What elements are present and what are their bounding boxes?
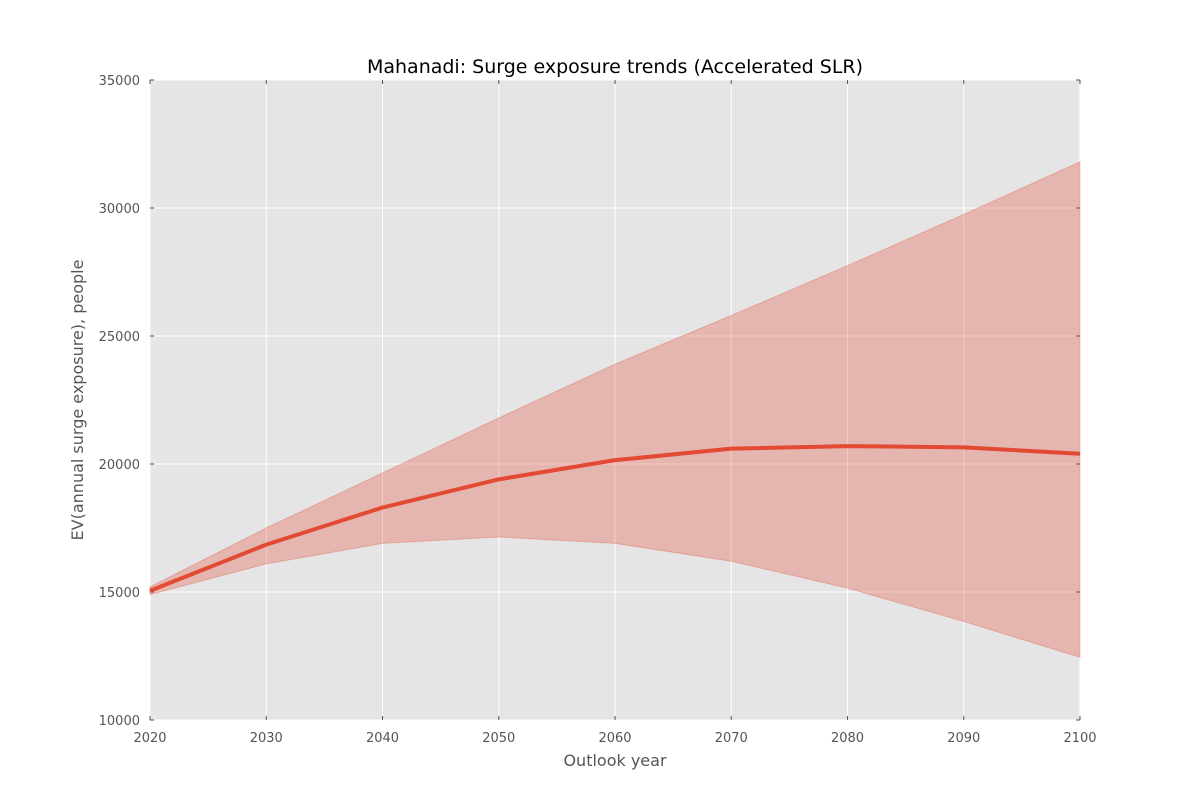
x-tick-label: 2050 <box>482 731 515 746</box>
y-tick-label: 25000 <box>99 330 140 345</box>
x-tick-label: 2100 <box>1063 731 1096 746</box>
x-tick-label: 2020 <box>133 731 166 746</box>
uncertainty-band <box>149 161 1081 658</box>
series-layer <box>149 161 1081 658</box>
x-tick-label: 2090 <box>947 731 980 746</box>
x-tick-label: 2040 <box>366 731 399 746</box>
x-tick-label: 2070 <box>715 731 748 746</box>
x-tick-label: 2080 <box>831 731 864 746</box>
y-tick-label: 30000 <box>99 202 140 217</box>
x-tick-label: 2060 <box>598 731 631 746</box>
y-tick-label: 10000 <box>99 714 140 729</box>
ticks: 2020 2030 2040 2050 2060 2070 2080 2090 2100 1000… <box>99 74 1097 746</box>
chart-title: Mahanadi: Surge exposure trends (Acceler… <box>367 56 863 78</box>
x-tick-label: 2030 <box>250 731 283 746</box>
y-tick-label: 15000 <box>99 586 140 601</box>
y-tick-label: 20000 <box>99 458 140 473</box>
y-axis-label: EV(annual surge exposure), people <box>68 260 87 541</box>
y-tick-label: 35000 <box>99 74 140 89</box>
x-axis-label: Outlook year <box>563 751 667 770</box>
